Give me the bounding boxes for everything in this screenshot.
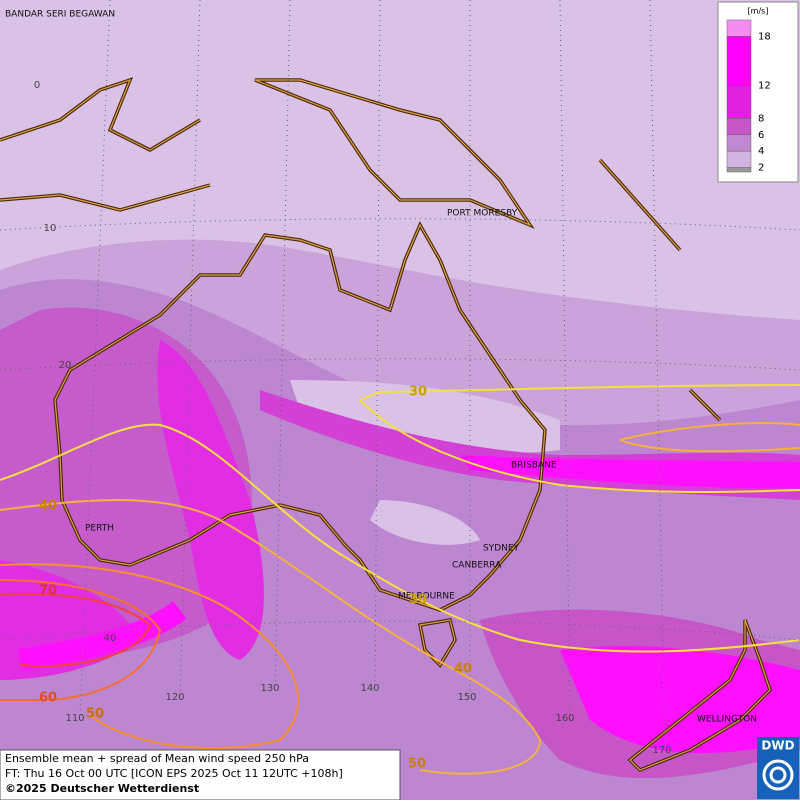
legend-label: 12 xyxy=(758,81,771,92)
legend-swatch xyxy=(726,118,752,136)
isotach-label: 40 xyxy=(39,499,57,514)
graticule-label: 160 xyxy=(555,713,574,724)
legend-swatch xyxy=(726,85,752,119)
legend-label: 18 xyxy=(758,31,771,42)
legend-swatch xyxy=(726,36,752,86)
legend: [m/s] 18 12 8 6 4 2 xyxy=(717,1,799,183)
logo-swirl xyxy=(769,766,787,784)
logo-text: DWD xyxy=(761,739,794,753)
isotach-label: 50 xyxy=(408,757,426,772)
graticule-label: 110 xyxy=(65,713,84,724)
place-label: SYDNEY xyxy=(483,544,520,554)
speed-shading xyxy=(0,239,800,801)
place-label: MELBOURNE xyxy=(398,592,455,602)
isotachs xyxy=(0,384,800,775)
isotach-label: 30 xyxy=(409,385,427,400)
caption: Ensemble mean + spread of Mean wind spee… xyxy=(5,752,343,795)
place-label: BRISBANE xyxy=(511,461,557,471)
caption-line: FT: Thu 16 Oct 00 UTC [ICON EPS 2025 Oct… xyxy=(5,767,343,780)
isotach-label: 40 xyxy=(454,662,472,677)
graticule-label: 20 xyxy=(59,360,72,371)
graticule-label: 120 xyxy=(165,692,184,703)
coastlines xyxy=(0,77,773,773)
caption-line: Ensemble mean + spread of Mean wind spee… xyxy=(5,752,309,765)
isotach-label: 60 xyxy=(39,691,57,706)
isotach-label: 70 xyxy=(39,584,57,599)
isotach-label: 50 xyxy=(86,707,104,722)
isotach-label: 30 xyxy=(409,593,427,608)
legend-swatch xyxy=(726,134,752,152)
place-label: CANBERRA xyxy=(452,561,502,571)
graticule-label: 10 xyxy=(44,223,57,234)
graticule-label: 40 xyxy=(104,633,117,644)
legend-swatch xyxy=(726,150,752,168)
graticule-label: 170 xyxy=(652,745,671,756)
caption-line: ©2025 Deutscher Wetterdienst xyxy=(5,782,199,795)
legend-label: 4 xyxy=(758,146,764,157)
legend-swatch xyxy=(726,167,752,173)
place-label: WELLINGTON xyxy=(697,715,757,725)
logo: DWD xyxy=(757,737,799,799)
legend-label: 2 xyxy=(758,163,764,174)
legend-over xyxy=(726,19,752,37)
graticule-label: 0 xyxy=(34,80,40,91)
place-label: BANDAR SERI BEGAWAN xyxy=(5,10,115,20)
graticule-label: 150 xyxy=(457,692,476,703)
place-label: PERTH xyxy=(85,524,114,534)
legend-unit: [m/s] xyxy=(748,7,769,16)
map-labels: BANDAR SERI BEGAWAN PORT MORESBY BRISBANE S… xyxy=(5,10,757,772)
legend-label: 8 xyxy=(758,113,764,124)
logo-swirl xyxy=(762,759,794,791)
caption-box xyxy=(0,749,401,801)
graticule xyxy=(0,0,800,751)
place-label: PORT MORESBY xyxy=(447,209,518,219)
graticule-label: 130 xyxy=(260,683,279,694)
legend-label: 6 xyxy=(758,130,764,141)
graticule-label: 140 xyxy=(360,683,379,694)
